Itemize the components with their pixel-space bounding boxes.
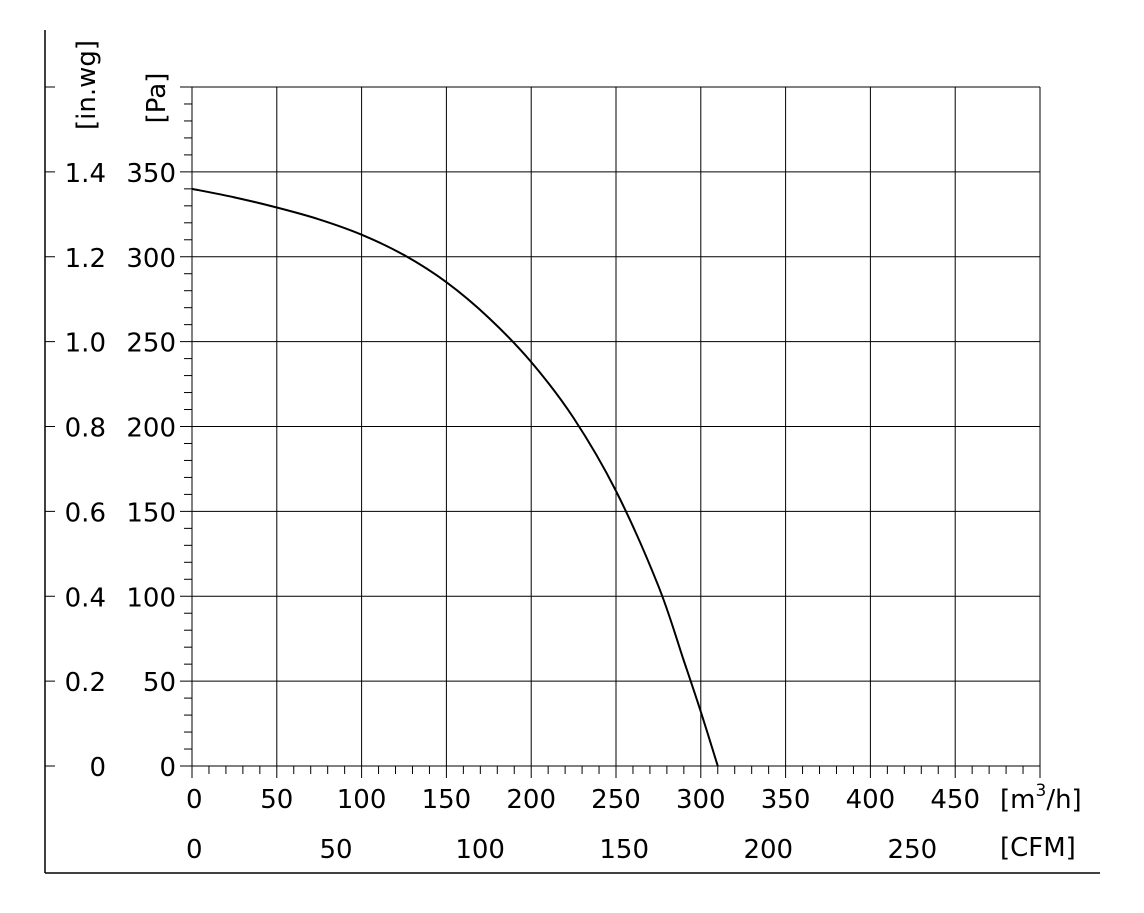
- x-primary-tick-label: 100: [337, 785, 387, 815]
- y-primary-tick-label: 200: [126, 414, 176, 444]
- y-primary-tick-label: 300: [126, 244, 176, 274]
- curve-layer: [191, 187, 719, 767]
- y-secondary-tick-label: 0.4: [65, 583, 106, 613]
- x-secondary-tick-label: 200: [743, 835, 793, 865]
- x-primary-tick-label: 150: [422, 785, 472, 815]
- x-secondary-tick-label: 250: [888, 835, 938, 865]
- y-primary-tick-label: 0: [159, 753, 176, 783]
- x-secondary-tick-label: 100: [455, 835, 505, 865]
- grid: [191, 86, 1041, 767]
- y-secondary-tick-label: 0.6: [65, 498, 106, 528]
- axes: [44, 30, 1100, 874]
- x-primary-tick-label: 400: [846, 785, 896, 815]
- x-secondary-tick-label: 150: [599, 835, 649, 865]
- y-secondary-tick-label: 0: [89, 753, 106, 783]
- y-secondary-tick-label: 1.0: [65, 329, 106, 359]
- y-primary-tick-label: 350: [126, 159, 176, 189]
- x-primary-tick-label: 50: [260, 785, 293, 815]
- y-primary-tick-label: 150: [126, 498, 176, 528]
- unit-labels: [Pa] [in.wg] [m3/h] [CFM]: [72, 40, 1082, 863]
- x-secondary-unit: [CFM]: [1000, 833, 1076, 863]
- x-primary-tick-label: 0: [186, 785, 203, 815]
- y-secondary-tick-label: 0.2: [65, 668, 106, 698]
- x-secondary-tick-label: 50: [320, 835, 353, 865]
- y-secondary-tick-label: 1.2: [65, 244, 106, 274]
- x-primary-tick-label: 450: [930, 785, 980, 815]
- tick-labels: 0 50 100 150 200 250 300 350 400 450 0 50 100 150 200 2…: [65, 159, 980, 865]
- x-primary-tick-label: 350: [761, 785, 811, 815]
- y-secondary-tick-label: 0.8: [65, 414, 106, 444]
- performance-curve: [191, 187, 719, 767]
- x-primary-tick-label: 200: [506, 785, 556, 815]
- y-primary-tick-label: 50: [143, 668, 176, 698]
- y-primary-tick-label: 100: [126, 583, 176, 613]
- x-secondary-tick-label: 0: [186, 835, 203, 865]
- y-secondary-unit: [in.wg]: [72, 40, 102, 130]
- x-primary-unit: [m3/h]: [1000, 781, 1082, 815]
- minor-ticks: [45, 86, 1041, 778]
- y-primary-unit: [Pa]: [142, 73, 172, 124]
- y-secondary-tick-label: 1.4: [65, 159, 106, 189]
- x-primary-tick-label: 300: [676, 785, 726, 815]
- x-primary-tick-label: 250: [591, 785, 641, 815]
- y-primary-tick-label: 250: [126, 329, 176, 359]
